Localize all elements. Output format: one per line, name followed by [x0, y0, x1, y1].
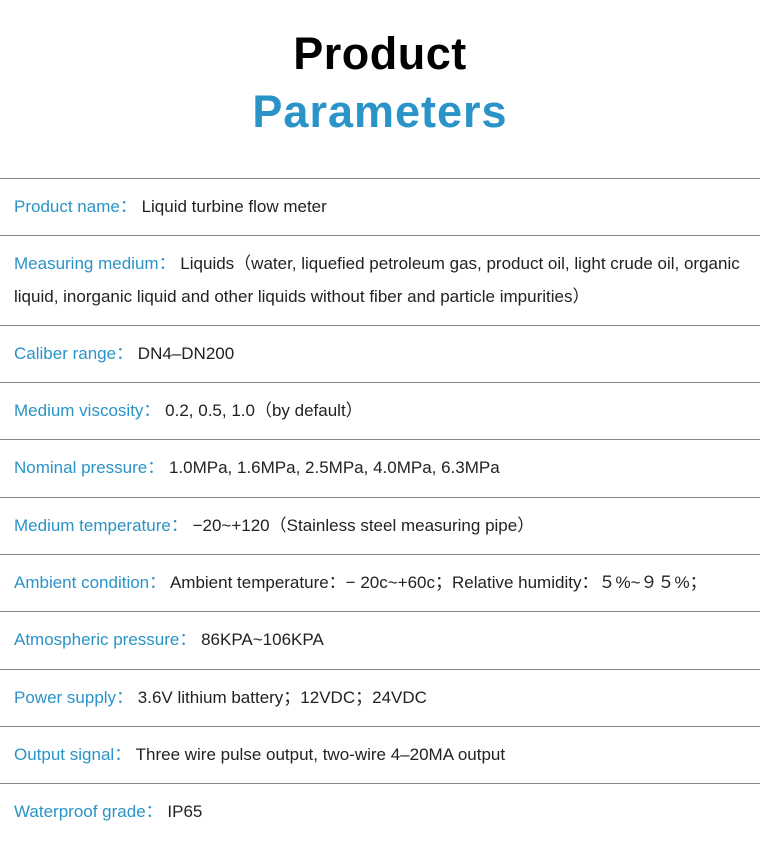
row-label: Ambient condition: [14, 573, 149, 592]
table-row: Medium temperature： −20~+120（Stainless s…: [0, 497, 760, 554]
row-label: Power supply: [14, 688, 116, 707]
table-row: Waterproof grade： IP65: [0, 783, 760, 840]
row-value: Liquid turbine flow meter: [142, 197, 327, 216]
row-label: Atmospheric pressure: [14, 630, 179, 649]
row-value: −20~+120（Stainless steel measuring pipe）: [193, 516, 535, 535]
title-line-2: Parameters: [0, 86, 760, 138]
row-value: 86KPA~106KPA: [201, 630, 324, 649]
row-colon: ：: [114, 745, 131, 764]
table-row: Measuring medium： Liquids（water, liquefi…: [0, 235, 760, 325]
title-block: Product Parameters: [0, 0, 760, 178]
row-colon: ：: [146, 802, 163, 821]
row-label: Medium viscosity: [14, 401, 143, 420]
row-colon: ：: [116, 688, 133, 707]
row-value: IP65: [167, 802, 202, 821]
table-row: Nominal pressure： 1.0MPa, 1.6MPa, 2.5MPa…: [0, 439, 760, 496]
row-label: Medium temperature: [14, 516, 171, 535]
table-row: Output signal： Three wire pulse output, …: [0, 726, 760, 783]
table-row: Power supply： 3.6V lithium battery；12VDC…: [0, 669, 760, 726]
row-value: 1.0MPa, 1.6MPa, 2.5MPa, 4.0MPa, 6.3MPa: [169, 458, 500, 477]
row-label: Caliber range: [14, 344, 116, 363]
row-colon: ：: [149, 573, 166, 592]
row-value: 3.6V lithium battery；12VDC；24VDC: [138, 688, 427, 707]
row-value: Three wire pulse output, two-wire 4–20MA…: [136, 745, 505, 764]
row-colon: ：: [171, 516, 188, 535]
table-row: Caliber range： DN4–DN200: [0, 325, 760, 382]
table-row: Ambient condition： Ambient temperature：−…: [0, 554, 760, 611]
table-row: Atmospheric pressure： 86KPA~106KPA: [0, 611, 760, 668]
row-colon: ：: [159, 254, 176, 273]
row-label: Output signal: [14, 745, 114, 764]
table-row: Product name： Liquid turbine flow meter: [0, 178, 760, 235]
row-colon: ：: [147, 458, 164, 477]
row-label: Waterproof grade: [14, 802, 146, 821]
title-line-1: Product: [0, 28, 760, 80]
row-colon: ：: [120, 197, 137, 216]
row-value: Ambient temperature：− 20c~+60c；Relative …: [170, 573, 707, 592]
row-value: 0.2, 0.5, 1.0（by default）: [165, 401, 363, 420]
row-label: Product name: [14, 197, 120, 216]
row-value: DN4–DN200: [138, 344, 234, 363]
row-label: Measuring medium: [14, 254, 159, 273]
table-row: Medium viscosity： 0.2, 0.5, 1.0（by defau…: [0, 382, 760, 439]
row-colon: ：: [116, 344, 133, 363]
row-colon: ：: [179, 630, 196, 649]
row-label: Nominal pressure: [14, 458, 147, 477]
row-colon: ：: [143, 401, 160, 420]
parameter-table: Product name： Liquid turbine flow meter …: [0, 178, 760, 841]
